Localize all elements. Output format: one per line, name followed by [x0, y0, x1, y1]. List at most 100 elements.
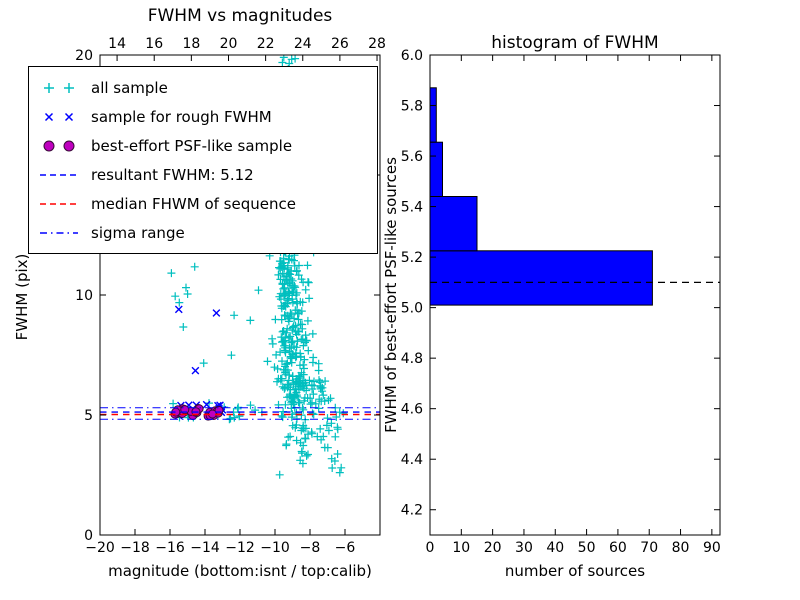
scatter-point-plus [299, 441, 308, 450]
scatter-point-plus [291, 423, 300, 432]
scatter-point-plus [315, 395, 324, 404]
scatter-point-plus [291, 327, 300, 336]
series-x [171, 305, 227, 420]
scatter-point-plus [263, 357, 272, 366]
right-xtick-label: 20 [484, 540, 502, 556]
scatter-point-plus [284, 314, 293, 323]
right-xaxis-label: number of sources [504, 562, 646, 580]
scatter-point-plus [308, 409, 317, 418]
scatter-point-plus [300, 355, 309, 364]
left-yaxis-label: FWHM (pix) [13, 253, 31, 341]
scatter-point-plus [288, 298, 297, 307]
right-xtick-label: 50 [578, 540, 596, 556]
scatter-point-plus [277, 304, 286, 313]
scatter-point-plus [298, 459, 307, 468]
scatter-point-plus [279, 258, 288, 267]
scatter-point-plus [230, 413, 239, 422]
scatter-point-plus [230, 311, 239, 320]
scatter-point-x [202, 400, 211, 409]
scatter-point-plus [297, 426, 306, 435]
scatter-point-plus [293, 309, 302, 318]
scatter-point-plus [286, 385, 295, 394]
scatter-point-plus [279, 284, 288, 293]
scatter-point-plus [169, 399, 178, 408]
scatter-point-plus [337, 463, 346, 472]
scatter-point-plus [167, 269, 176, 278]
scatter-point-plus [287, 55, 296, 64]
dashed-line-icon [40, 173, 78, 176]
legend-item-sigma-range: sigma range [37, 218, 369, 247]
scatter-point-plus [303, 261, 312, 270]
scatter-point-plus [277, 315, 286, 324]
top-xtick-label: 18 [182, 36, 200, 52]
legend-item-rough-fwhm: sample for rough FWHM [37, 102, 369, 131]
left-xtick-label: −12 [225, 540, 255, 556]
scatter-point-plus [254, 286, 263, 295]
scatter-point-plus [315, 376, 323, 385]
scatter-point-plus [323, 443, 332, 452]
scatter-point-plus [335, 468, 344, 477]
circle-glyph [43, 140, 55, 151]
scatter-point-plus [308, 329, 317, 338]
scatter-point-plus [324, 426, 333, 435]
right-plot-spines [429, 54, 721, 536]
scatter-point-plus [313, 432, 322, 441]
scatter-point-plus [268, 339, 277, 348]
scatter-point-plus [276, 264, 285, 273]
scatter-point-plus [282, 328, 291, 337]
scatter-point-plus [304, 450, 312, 459]
dashed-line-icon [40, 202, 78, 205]
scatter-point-plus [275, 470, 284, 479]
right-ytick-label: 5.6 [401, 149, 423, 165]
right-plot-title: histogram of FWHM [491, 33, 659, 53]
scatter-point-plus [308, 398, 316, 407]
scatter-point-plus [301, 424, 310, 433]
scatter-point-plus [296, 320, 305, 329]
scatter-point-plus [280, 291, 288, 300]
scatter-point-x [212, 309, 221, 317]
top-xtick-label: 26 [331, 36, 349, 52]
scatter-point-plus [300, 384, 309, 393]
scatter-point-plus [323, 414, 332, 423]
left-xtick-label: −16 [155, 540, 185, 556]
scatter-point-plus [321, 377, 330, 386]
scatter-point-plus [183, 290, 192, 298]
left-xtick-label: −14 [190, 540, 220, 556]
scatter-point-plus [292, 343, 301, 352]
scatter-point-plus [293, 337, 302, 345]
plus-glyph [64, 82, 74, 93]
scatter-point-plus [286, 352, 295, 361]
scatter-point-plus [235, 412, 244, 421]
x-glyph [44, 112, 54, 121]
scatter-point-plus [327, 419, 336, 428]
scatter-point-plus [289, 322, 298, 331]
scatter-point-plus [190, 262, 199, 271]
scatter-point-plus [280, 283, 289, 292]
scatter-point-plus [268, 334, 277, 343]
scatter-point-plus [316, 424, 325, 433]
left-plot-title: FWHM vs magnitudes [147, 6, 333, 26]
left-xtick-label: −10 [260, 540, 290, 556]
scatter-point-plus [281, 341, 290, 350]
scatter-point-plus [278, 382, 287, 391]
right-ytick-label: 6.0 [401, 48, 423, 64]
right-xtick-label: 40 [546, 540, 564, 556]
scatter-point-plus [301, 434, 310, 443]
scatter-point-plus [299, 405, 308, 414]
left-ytick-label: 20 [75, 48, 93, 64]
scatter-point-plus [233, 404, 242, 413]
top-xtick-label: 28 [368, 36, 386, 52]
legend-label: resultant FWHM: 5.12 [91, 165, 254, 184]
left-xtick-label: −6 [335, 540, 356, 556]
scatter-point-plus [175, 298, 184, 307]
scatter-point-plus [286, 432, 295, 441]
dashdot-line-icon [40, 231, 78, 234]
scatter-point-plus [279, 55, 288, 62]
scatter-point-plus [302, 451, 311, 460]
scatter-point-plus [326, 394, 335, 403]
legend-label: sigma range [91, 223, 185, 242]
scatter-point-plus [308, 358, 317, 367]
scatter-point-plus [278, 269, 287, 278]
histogram-bar [429, 196, 478, 252]
scatter-point-plus [304, 346, 313, 355]
